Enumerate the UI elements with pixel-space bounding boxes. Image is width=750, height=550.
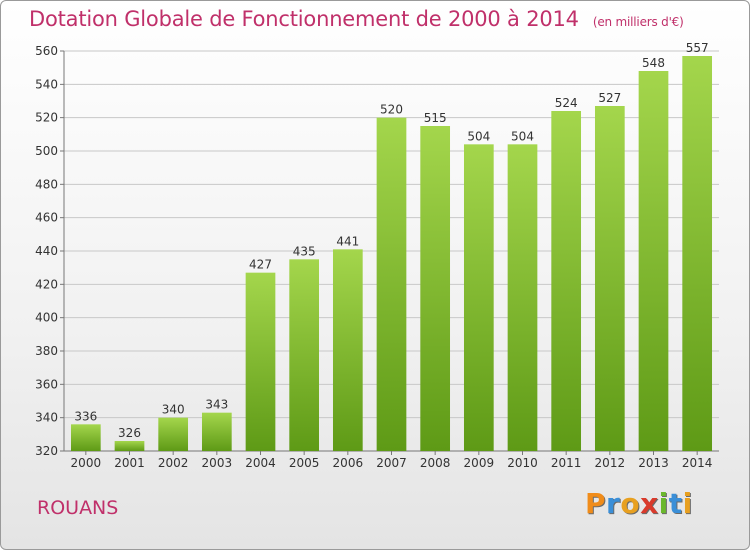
x-tick-label: 2006: [333, 456, 364, 470]
chart-title: Dotation Globale de Fonctionnement de 20…: [29, 7, 684, 31]
bar-2012: [594, 106, 625, 451]
commune-name: ROUANS: [37, 497, 119, 519]
data-label: 557: [686, 41, 709, 55]
bar-2014: [682, 56, 713, 451]
title-unit: (en milliers d'€): [592, 15, 684, 29]
data-label: 504: [511, 129, 534, 143]
x-tick-label: 2000: [71, 456, 102, 470]
bar-2007: [376, 117, 407, 452]
y-tick-label: 380: [35, 344, 58, 358]
logo-letter: P: [585, 487, 607, 520]
x-tick-label: 2001: [114, 456, 145, 470]
bars: 336 326 340 343 427 435 441 520 515 504 504 524 527 5…: [70, 41, 713, 452]
logo-letter: i: [658, 487, 669, 520]
data-label: 548: [642, 56, 665, 70]
bar-2010: [507, 144, 538, 452]
y-tick-label: 340: [35, 411, 58, 425]
proxiti-logo: Proxiti: [585, 487, 693, 520]
logo-letter: t: [668, 487, 683, 520]
y-tick-label: 460: [35, 211, 58, 225]
data-label: 343: [205, 398, 228, 412]
x-tick-label: 2012: [595, 456, 626, 470]
data-label: 340: [162, 403, 185, 417]
logo-letter: r: [606, 487, 621, 520]
y-tick-label: 560: [35, 44, 58, 58]
bar-2001: [114, 441, 145, 451]
bar-2003: [201, 412, 232, 451]
y-tick-label: 540: [35, 77, 58, 91]
bar-2009: [463, 144, 494, 452]
y-tick-label: 420: [35, 277, 58, 291]
y-tick-label: 320: [35, 444, 58, 458]
y-tick-label: 520: [35, 111, 58, 125]
data-label: 441: [336, 234, 359, 248]
y-tick-label: 400: [35, 311, 58, 325]
bar-2005: [289, 259, 320, 451]
x-tick-label: 2003: [202, 456, 233, 470]
x-axis: 2000 2001 2002 2003 2004 2005 2006 2007 2008 2009…: [71, 451, 713, 470]
data-label: 435: [293, 244, 316, 258]
y-tick-label: 500: [35, 144, 58, 158]
data-label: 520: [380, 103, 403, 117]
title-text: Dotation Globale de Fonctionnement de 20…: [29, 7, 579, 31]
data-label: 524: [555, 96, 578, 110]
bar-2004: [245, 272, 276, 451]
logo-letter: x: [640, 487, 659, 520]
bar-2000: [70, 424, 101, 451]
x-tick-label: 2002: [158, 456, 189, 470]
y-tick-label: 440: [35, 244, 58, 258]
data-label: 336: [74, 409, 97, 423]
logo-letter: o: [620, 487, 641, 520]
x-tick-label: 2011: [551, 456, 582, 470]
bar-2011: [551, 111, 582, 451]
data-label: 504: [467, 129, 490, 143]
x-tick-label: 2010: [507, 456, 538, 470]
y-tick-label: 480: [35, 177, 58, 191]
y-axis: 320 340 360 380 400 420 440 460 480 500 520 540 560: [35, 44, 719, 458]
x-tick-label: 2013: [638, 456, 669, 470]
x-tick-label: 2009: [464, 456, 495, 470]
x-tick-label: 2008: [420, 456, 451, 470]
data-label: 427: [249, 258, 272, 272]
x-tick-label: 2007: [376, 456, 407, 470]
x-tick-label: 2004: [245, 456, 276, 470]
data-label: 527: [598, 91, 621, 105]
bar-2013: [638, 71, 669, 451]
bar-2002: [158, 417, 189, 451]
bar-2006: [332, 249, 363, 451]
bar-2008: [420, 126, 451, 451]
x-tick-label: 2005: [289, 456, 320, 470]
data-label: 326: [118, 426, 141, 440]
y-tick-label: 360: [35, 377, 58, 391]
data-label: 515: [424, 111, 447, 125]
x-tick-label: 2014: [682, 456, 713, 470]
logo-letter: i: [682, 487, 693, 520]
